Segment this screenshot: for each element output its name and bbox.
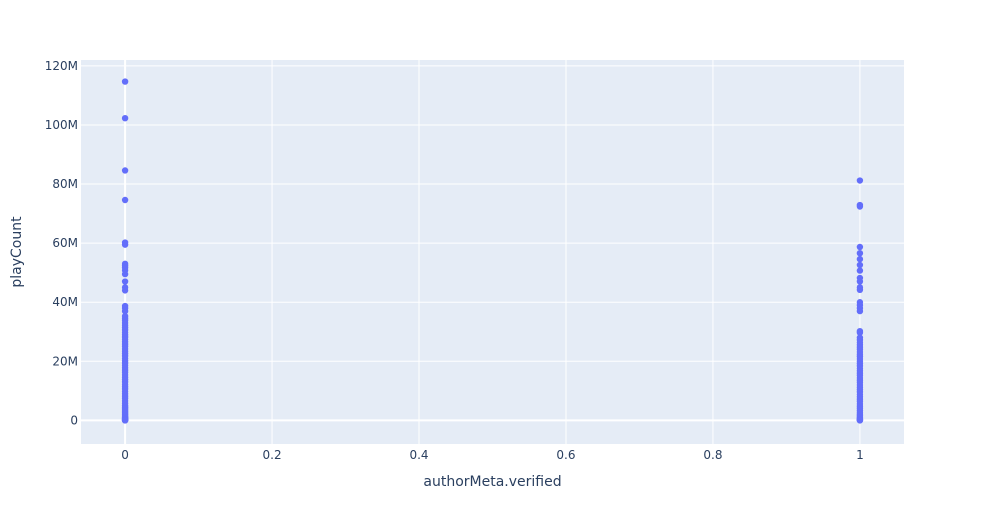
data-point bbox=[856, 278, 864, 285]
x-tick-label: 0.8 bbox=[703, 448, 722, 462]
data-point bbox=[121, 270, 129, 278]
x-axis-title: authorMeta.verified bbox=[423, 474, 561, 490]
plot-background bbox=[81, 60, 904, 444]
x-tick-label: 0 bbox=[121, 448, 129, 462]
y-axis-title: playCount bbox=[9, 216, 25, 288]
x-tick-label: 0.6 bbox=[556, 448, 575, 462]
data-point bbox=[856, 243, 864, 251]
data-point bbox=[856, 249, 864, 257]
data-point bbox=[121, 114, 129, 122]
y-tick-label: 80M bbox=[52, 177, 78, 191]
y-tick-label: 60M bbox=[52, 236, 78, 250]
y-tick-label: 20M bbox=[52, 354, 78, 368]
data-point bbox=[121, 287, 129, 294]
x-tick-label: 0.4 bbox=[409, 448, 428, 462]
data-point bbox=[121, 241, 129, 248]
data-point bbox=[121, 278, 129, 285]
y-tick-labels: 0 20M 40M 60M 80M 100M 120M bbox=[45, 59, 78, 427]
data-point bbox=[121, 417, 129, 424]
data-point bbox=[856, 267, 864, 274]
data-point bbox=[121, 167, 129, 174]
data-point bbox=[121, 78, 129, 85]
data-point bbox=[856, 307, 864, 315]
data-point bbox=[856, 177, 864, 184]
y-tick-label: 100M bbox=[45, 118, 78, 132]
data-point bbox=[121, 196, 129, 204]
data-point bbox=[856, 203, 864, 210]
data-point bbox=[856, 261, 864, 269]
data-point bbox=[856, 286, 864, 294]
data-points bbox=[121, 78, 864, 424]
y-tick-label: 40M bbox=[52, 295, 78, 309]
x-tick-label: 1 bbox=[856, 448, 864, 462]
data-point bbox=[856, 417, 864, 424]
x-tick-labels: 0 0.2 0.4 0.6 0.8 1 bbox=[121, 448, 863, 462]
data-point bbox=[121, 307, 129, 315]
y-tick-label: 120M bbox=[45, 59, 78, 73]
data-point bbox=[856, 255, 864, 263]
data-point bbox=[856, 329, 864, 336]
x-tick-label: 0.2 bbox=[263, 448, 282, 462]
y-tick-label: 0 bbox=[70, 413, 78, 427]
